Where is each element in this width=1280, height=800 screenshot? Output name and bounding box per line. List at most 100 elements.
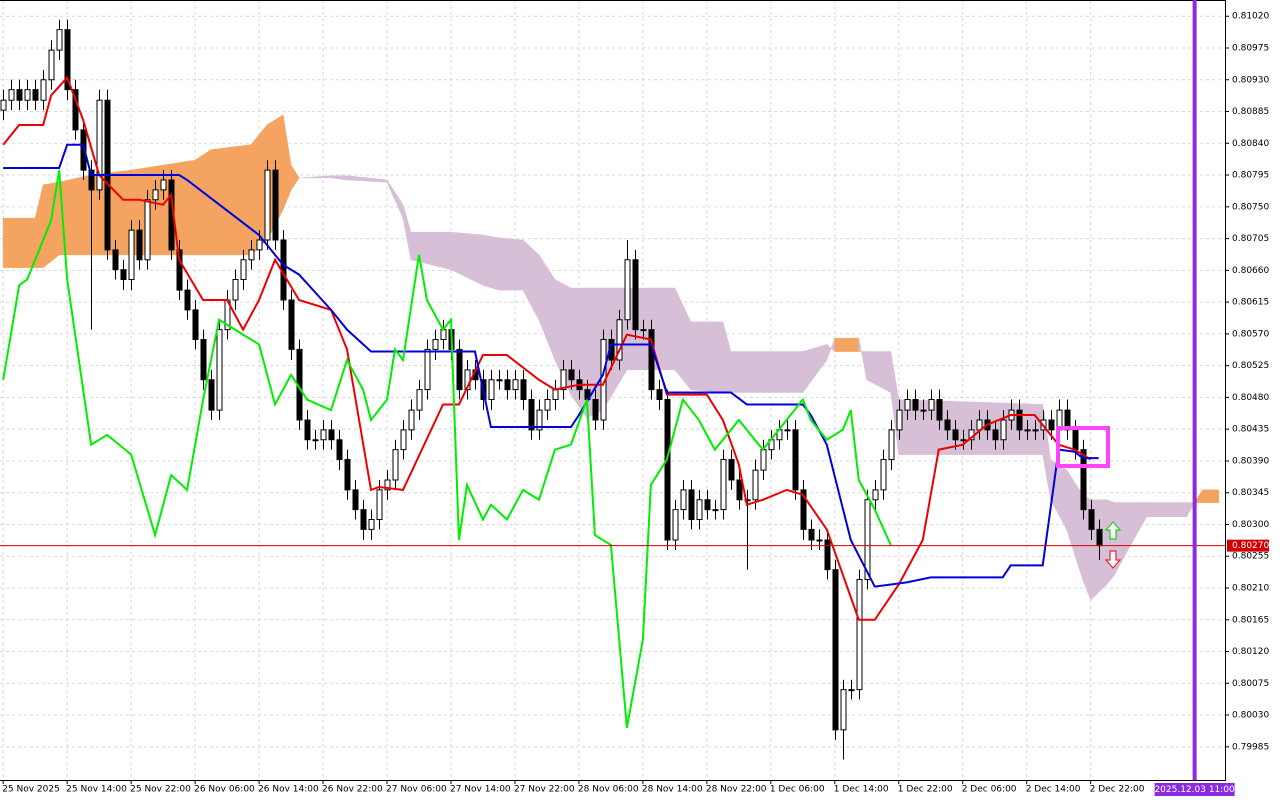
candle-body	[936, 399, 943, 421]
candle-body	[352, 489, 359, 511]
candle-body	[864, 499, 871, 581]
candle-body	[376, 489, 383, 521]
candle-body	[1088, 509, 1095, 530]
y-tick-label: 0.80840	[1232, 139, 1269, 149]
candle-body	[152, 189, 159, 201]
candle-body	[904, 399, 911, 411]
candle-body	[1032, 429, 1039, 432]
candle-body	[272, 169, 279, 241]
candle-body	[552, 389, 559, 401]
candle-body	[288, 299, 295, 350]
candle-body	[752, 469, 759, 501]
candle-body	[256, 239, 263, 251]
candle-body	[736, 479, 743, 501]
y-tick-label: 0.80705	[1232, 234, 1269, 244]
x-tick-label: 25 Nov 14:00	[66, 785, 127, 795]
candle-body	[120, 269, 127, 281]
candle-body	[952, 429, 959, 441]
candle-body	[176, 249, 183, 291]
y-tick-label: 0.80030	[1232, 711, 1269, 721]
candle-body	[216, 329, 223, 411]
candle-body	[928, 399, 935, 411]
candle-body	[336, 439, 343, 461]
candle-body	[792, 429, 799, 491]
candle-body	[720, 459, 727, 511]
candle-body	[872, 489, 879, 501]
candle-body	[96, 99, 103, 191]
candle-body	[40, 79, 47, 101]
x-tick-label: 2 Dec 22:00	[1090, 785, 1145, 795]
candle-body	[544, 399, 551, 411]
candle-body	[1080, 449, 1087, 511]
candle-body	[184, 289, 191, 311]
y-tick-label: 0.79985	[1232, 742, 1269, 752]
candle-body	[1048, 419, 1055, 431]
indicator-line	[2, 75, 1092, 621]
candle-body	[232, 279, 239, 301]
candle-body	[368, 519, 375, 530]
y-tick-label: 0.80210	[1232, 584, 1269, 594]
candle-body	[560, 369, 567, 391]
candle-body	[80, 129, 87, 171]
candle-body	[808, 528, 815, 541]
x-tick-label: 2 Dec 14:00	[1026, 785, 1081, 795]
candle-body	[504, 379, 511, 391]
y-tick-label: 0.80345	[1232, 488, 1269, 498]
candles	[0, 19, 1103, 760]
candle-body	[8, 89, 15, 101]
candle-body	[208, 379, 215, 411]
price-label: 0.80270	[1232, 541, 1269, 551]
candle-body	[704, 499, 711, 511]
candle-body	[304, 419, 311, 441]
cloud-segment	[1202, 489, 1219, 503]
candle-body	[136, 229, 143, 261]
candle-body	[616, 319, 623, 361]
overlays	[1056, 426, 1122, 569]
candle-body	[1016, 409, 1023, 431]
candle-body	[856, 579, 863, 691]
candle-body	[592, 399, 599, 421]
candle-body	[640, 329, 647, 332]
candle-body	[840, 689, 847, 731]
candle-body	[832, 569, 839, 731]
x-tick-label: 28 Nov 06:00	[578, 785, 639, 795]
candle-body	[384, 479, 391, 491]
candle-body	[896, 409, 903, 431]
candle-body	[824, 539, 831, 571]
candle-body	[400, 429, 407, 451]
x-tick-label: 2 Dec 06:00	[962, 785, 1017, 795]
x-tick-label: 28 Nov 22:00	[706, 785, 767, 795]
candle-body	[408, 409, 415, 431]
cloud-segment	[290, 164, 300, 191]
candle-body	[680, 489, 687, 511]
candle-body	[32, 89, 39, 101]
candle-body	[16, 89, 23, 101]
candle-body	[624, 259, 631, 321]
candle-body	[536, 409, 543, 431]
candle-body	[1096, 528, 1103, 547]
candle-body	[24, 89, 31, 101]
x-tick-label: 25 Nov 2025	[2, 785, 60, 795]
candle-body	[312, 439, 319, 442]
candle-body	[248, 249, 255, 261]
candle-body	[888, 429, 895, 461]
cloud-segment	[834, 337, 860, 352]
buy-arrow	[1104, 521, 1122, 540]
cloud-segment	[1146, 502, 1187, 518]
candle-body	[320, 429, 327, 441]
x-tick-label: 1 Dec 22:00	[898, 785, 953, 795]
candle-body	[200, 339, 207, 381]
candle-body	[328, 429, 335, 441]
y-tick-label: 0.80975	[1232, 44, 1269, 54]
candle-body	[0, 99, 7, 111]
candle-body	[1024, 429, 1031, 432]
x-tick-label: 27 Nov 06:00	[386, 785, 447, 795]
candle-body	[360, 509, 367, 530]
candle-body	[512, 379, 519, 391]
candle-body	[664, 399, 671, 541]
y-tick-label: 0.80300	[1232, 520, 1269, 530]
y-tick-label: 0.80390	[1232, 456, 1269, 466]
